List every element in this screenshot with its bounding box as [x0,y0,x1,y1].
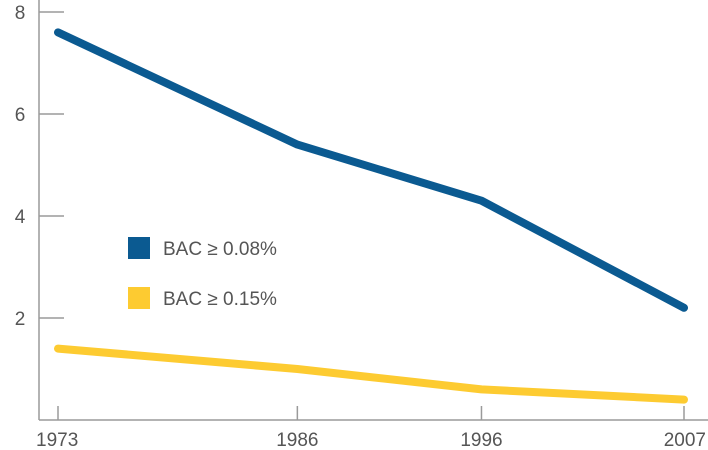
y-tick-label: 2 [15,309,26,330]
y-tick-label: 8 [15,3,26,24]
axes [38,0,708,421]
legend-swatch-1 [128,287,150,309]
legend-label-1: BAC ≥ 0.15% [163,289,277,310]
series-lines [54,28,688,404]
x-tick-label: 1973 [36,430,78,450]
legend-label-0: BAC ≥ 0.08% [163,239,277,260]
y-tick-label: 4 [15,207,26,228]
x-tick-label: 1986 [276,430,318,450]
x-tick-label: 2007 [664,430,706,450]
legend-swatch-0 [128,237,150,259]
series-line-0 [54,28,688,312]
legend: BAC ≥ 0.08% BAC ≥ 0.15% [128,237,277,310]
series-line-1 [54,344,688,404]
x-tick-label: 1996 [460,430,502,450]
y-ticks: 2 4 6 8 [15,3,64,330]
y-tick-label: 6 [15,105,26,126]
x-ticks: 1973 1986 1996 2007 [36,406,706,450]
